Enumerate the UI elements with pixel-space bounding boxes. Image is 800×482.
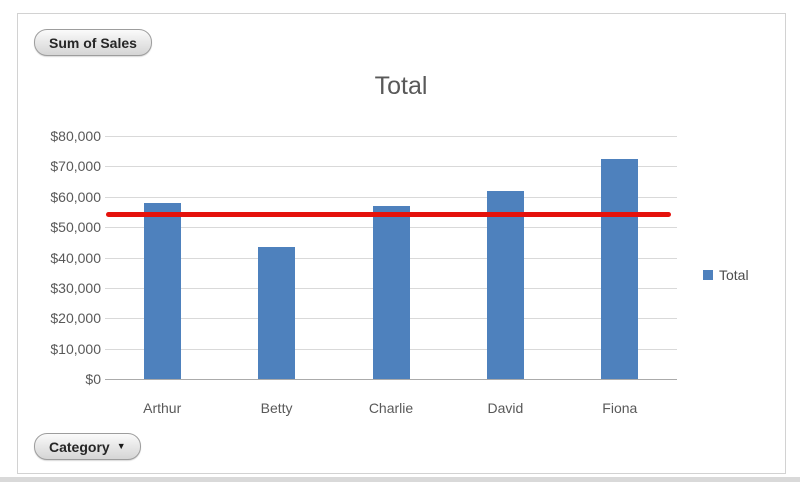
field-button-label: Sum of Sales: [49, 34, 137, 51]
y-tick-label: $60,000: [50, 188, 101, 205]
legend[interactable]: Total: [703, 267, 749, 283]
legend-marker-icon: [703, 270, 713, 280]
y-tick-label: $10,000: [50, 340, 101, 357]
y-tick-label: $0: [85, 371, 101, 387]
chart-title: Total: [374, 72, 428, 100]
x-tick-label: Arthur: [143, 400, 182, 416]
sum-of-sales-field-button[interactable]: Sum of Sales: [34, 29, 152, 56]
bottom-strip: [0, 477, 800, 482]
bar-betty[interactable]: [258, 247, 296, 379]
gridline: [105, 166, 677, 168]
x-tick-label: David: [487, 400, 524, 416]
y-tick-label: $30,000: [50, 279, 101, 296]
target-line[interactable]: [106, 212, 671, 218]
y-tick-label: $50,000: [50, 219, 101, 236]
category-axis-button[interactable]: Category ▼: [34, 433, 141, 460]
bar-david[interactable]: [486, 191, 524, 379]
bar-fiona[interactable]: [601, 159, 639, 379]
x-tick-label: Betty: [260, 400, 293, 416]
dropdown-caret-icon: ▼: [116, 441, 126, 451]
gridline: [105, 196, 677, 198]
y-tick-label: $20,000: [50, 310, 101, 327]
y-tick-label: $80,000: [50, 128, 101, 144]
plot-area: [105, 136, 677, 380]
gridline: [105, 136, 677, 137]
y-tick-label: $70,000: [50, 158, 101, 175]
category-button-label: Category: [49, 438, 110, 455]
bar-arthur[interactable]: [143, 203, 181, 379]
x-tick-label: Charlie: [368, 400, 414, 416]
pivot-chart[interactable]: Sum of Sales Total $80,000 $70,000 $60,000…: [17, 13, 786, 474]
y-tick-label: $40,000: [50, 249, 101, 266]
bar-charlie[interactable]: [372, 206, 410, 379]
x-axis-line: [105, 379, 677, 380]
legend-label: Total: [719, 267, 749, 283]
x-tick-label: Fiona: [602, 400, 638, 416]
